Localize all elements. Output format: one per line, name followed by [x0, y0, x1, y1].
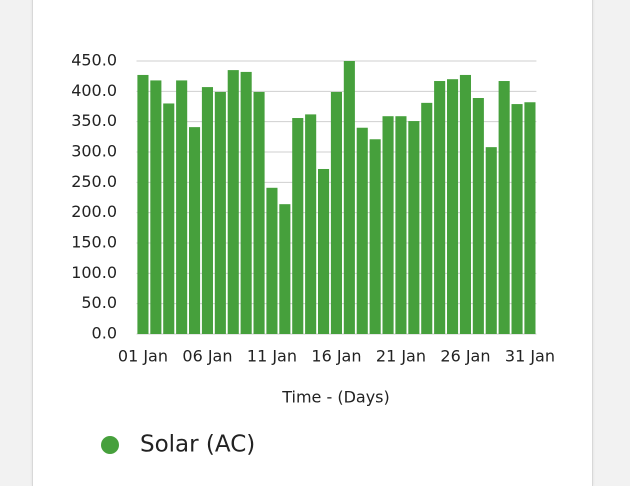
bar [369, 139, 381, 334]
y-tick-label: 350.0 [71, 111, 117, 130]
y-tick-label: 100.0 [71, 263, 117, 282]
bar [214, 91, 226, 334]
bar [305, 114, 317, 335]
bar [189, 127, 201, 334]
y-tick-label: 0.0 [92, 324, 117, 343]
x-tick-label: 26 Jan [440, 347, 490, 366]
bar [150, 80, 162, 334]
bar [395, 116, 407, 334]
bar [472, 98, 484, 334]
bar [382, 116, 394, 334]
bar [176, 80, 188, 334]
y-tick-label: 250.0 [71, 172, 117, 191]
bar [330, 91, 342, 334]
chart: Time - (Days) 0.0 50.0 100.0 150.0 200.0 250.… [71, 51, 555, 458]
x-tick-label: 16 Jan [311, 347, 361, 366]
y-tick-label: 450.0 [71, 51, 117, 70]
bar [253, 91, 265, 334]
y-tick-label: 400.0 [71, 81, 117, 100]
y-tick-label: 150.0 [71, 233, 117, 252]
y-tick-label: 200.0 [71, 202, 117, 221]
bar [292, 118, 304, 334]
bar [459, 74, 471, 334]
bar [163, 103, 175, 334]
bar [421, 102, 433, 334]
bar [498, 81, 510, 335]
x-tick-label: 11 Jan [247, 347, 297, 366]
bar [434, 81, 446, 335]
page: {"chart_data": {"type": "bar", "categori… [32, 0, 593, 486]
bar [318, 168, 330, 334]
x-tick-label: 01 Jan [118, 347, 168, 366]
bar [511, 104, 523, 334]
x-axis-label: Time - (Days) [281, 388, 390, 407]
y-tick-label: 50.0 [81, 293, 117, 312]
bar [240, 71, 252, 335]
bar [408, 121, 420, 334]
x-tick-label: 31 Jan [505, 347, 555, 366]
bar [356, 127, 368, 334]
bar [279, 204, 291, 334]
x-tick-label: 06 Jan [182, 347, 232, 366]
y-tick-label: 300.0 [71, 142, 117, 161]
bar [137, 74, 149, 334]
bar [227, 70, 239, 334]
x-tick-label: 21 Jan [376, 347, 426, 366]
bar [201, 87, 213, 334]
legend-label: Solar (AC) [140, 432, 255, 458]
bar [343, 61, 355, 334]
legend-marker [101, 436, 119, 454]
bar [266, 187, 278, 334]
bar [447, 79, 459, 334]
bar [524, 102, 536, 335]
bar [485, 147, 497, 334]
